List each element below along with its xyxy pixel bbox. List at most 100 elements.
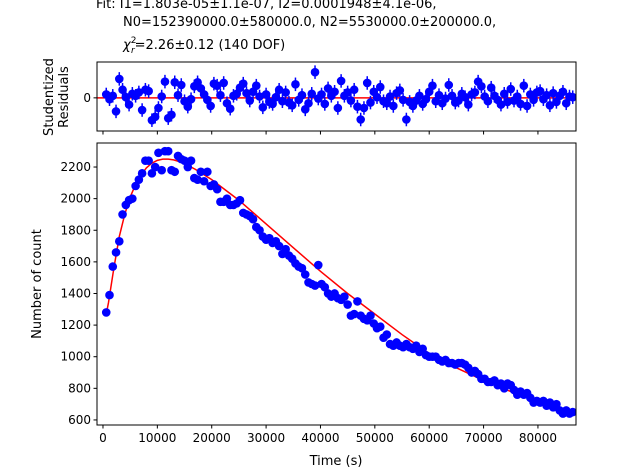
data-point <box>477 82 486 91</box>
title-line: Fit: I1=1.803e-05±1.1e-07, I2=0.0001948±… <box>96 0 437 12</box>
data-point <box>385 92 395 101</box>
data-point <box>157 165 167 175</box>
data-point <box>310 67 320 77</box>
x-tick-label: 30000 <box>247 431 285 445</box>
data-point <box>137 169 147 178</box>
data-point <box>506 84 516 94</box>
y-tick-label: 2000 <box>60 192 91 206</box>
data-point <box>128 194 137 203</box>
data-point <box>372 92 382 102</box>
data-point <box>238 79 248 88</box>
data-point <box>545 100 555 110</box>
data-point <box>157 92 167 101</box>
data-point <box>170 167 180 177</box>
data-point <box>196 167 206 177</box>
data-point <box>359 103 369 113</box>
y-tick-label: 1000 <box>60 350 91 364</box>
data-point <box>271 92 281 102</box>
data-point <box>252 81 261 90</box>
data-point <box>411 341 421 350</box>
data-point <box>183 102 193 111</box>
data-point <box>307 89 317 99</box>
x-tick-label: 20000 <box>193 431 231 445</box>
data-point <box>415 91 424 101</box>
data-point <box>320 282 330 292</box>
data-point <box>535 86 545 96</box>
title-line: N0=152390000.0±580000.0, N2=5530000.0±20… <box>123 15 496 30</box>
data-point <box>118 210 127 219</box>
data-point <box>343 88 352 97</box>
data-point <box>248 214 258 224</box>
data-point <box>114 74 124 84</box>
data-point <box>418 344 427 354</box>
y-tick-label: 2200 <box>60 160 91 174</box>
data-point <box>313 260 323 270</box>
data-point <box>137 105 147 115</box>
data-point <box>144 86 153 96</box>
data-point <box>105 290 114 300</box>
data-point <box>287 100 297 110</box>
y-tick-label: 0 <box>83 91 91 105</box>
data-point <box>124 100 134 109</box>
data-point <box>186 94 196 104</box>
data-point <box>281 88 290 97</box>
data-point <box>300 270 310 279</box>
data-point <box>568 407 576 417</box>
data-point <box>118 85 127 95</box>
data-point <box>519 81 529 90</box>
data-point <box>150 162 160 172</box>
y-tick-label: 1600 <box>60 255 91 269</box>
data-point <box>154 103 163 113</box>
data-point <box>317 90 326 99</box>
data-point <box>216 90 225 100</box>
y-axis-label: Studentized <box>42 58 57 136</box>
data-point <box>167 110 176 120</box>
data-point <box>382 98 392 108</box>
data-point <box>163 146 173 156</box>
data-point <box>219 78 228 88</box>
data-point <box>278 96 287 106</box>
y-tick-label: 1400 <box>60 286 91 300</box>
data-point <box>444 80 454 90</box>
data-point <box>212 81 222 90</box>
data-point <box>193 175 202 184</box>
data-point <box>366 311 375 320</box>
data-point <box>349 309 359 319</box>
data-point <box>340 292 349 301</box>
data-point <box>503 97 512 107</box>
data-point <box>114 237 124 246</box>
x-tick-label: 60000 <box>410 431 448 445</box>
data-point <box>245 96 255 105</box>
data-point <box>255 225 264 235</box>
y-tick-label: 600 <box>68 413 91 427</box>
x-tick-label: 0 <box>99 431 107 445</box>
data-point <box>108 262 118 271</box>
data-point <box>542 90 551 100</box>
data-point <box>131 181 140 191</box>
x-axis-label: Time (s) <box>309 454 363 469</box>
data-point <box>111 107 121 116</box>
data-point <box>297 90 307 100</box>
data-point <box>274 85 284 95</box>
data-point <box>529 95 538 105</box>
data-point <box>375 82 385 92</box>
data-point <box>170 77 180 87</box>
data-point <box>258 103 268 112</box>
data-point <box>134 175 144 184</box>
data-point <box>561 98 571 108</box>
data-point <box>323 84 333 93</box>
data-point <box>281 244 290 254</box>
axes-frame <box>96 61 577 132</box>
chi-symbol: χ <box>122 38 132 53</box>
data-point <box>108 91 118 101</box>
data-point <box>173 90 183 100</box>
chi-sup: 2 <box>131 36 137 46</box>
data-point <box>255 92 264 101</box>
data-point <box>291 80 300 89</box>
x-tick-label: 70000 <box>464 431 502 445</box>
data-point <box>398 95 408 105</box>
data-point <box>176 80 186 90</box>
data-point <box>274 241 284 251</box>
